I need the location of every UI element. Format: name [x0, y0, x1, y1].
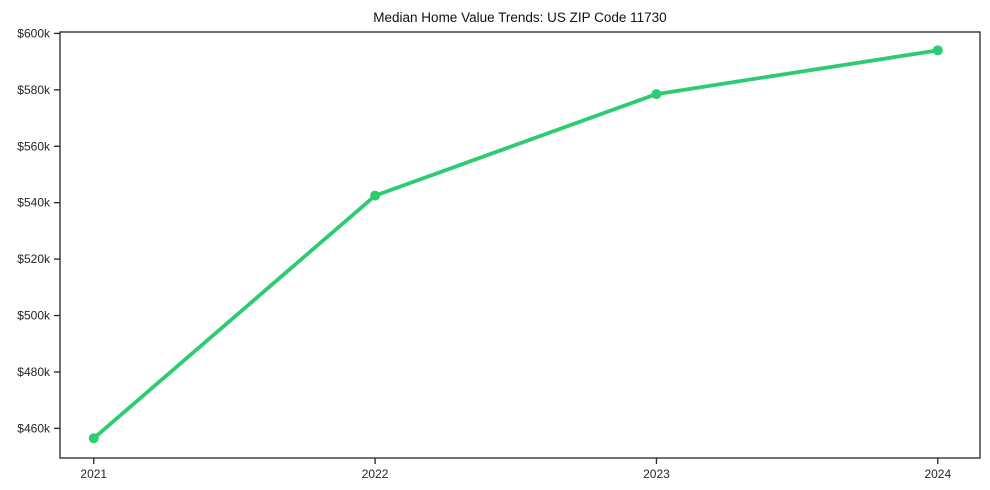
x-tick-label: 2022 [362, 467, 389, 481]
y-tick-label: $560k [17, 139, 51, 153]
data-point-marker [370, 190, 381, 201]
y-tick-label: $600k [17, 26, 51, 40]
chart-title: Median Home Value Trends: US ZIP Code 11… [373, 10, 666, 25]
data-point-marker [651, 89, 662, 100]
data-point-marker [88, 433, 99, 444]
y-tick-label: $480k [17, 365, 51, 379]
y-tick-label: $540k [17, 196, 51, 210]
x-tick-label: 2023 [643, 467, 670, 481]
x-tick-label: 2021 [80, 467, 107, 481]
data-point-marker [932, 45, 943, 56]
plot-area: $460k $480k $500k $520k $540k $560k $580k $600k… [17, 26, 981, 481]
y-tick-label: $500k [17, 309, 51, 323]
x-tick-label: 2024 [924, 467, 951, 481]
plot-box-spines [59, 31, 981, 459]
y-tick-label: $520k [17, 252, 51, 266]
y-tick-label: $580k [17, 83, 51, 97]
y-tick-label: $460k [17, 421, 51, 435]
trend-line [91, 48, 940, 441]
